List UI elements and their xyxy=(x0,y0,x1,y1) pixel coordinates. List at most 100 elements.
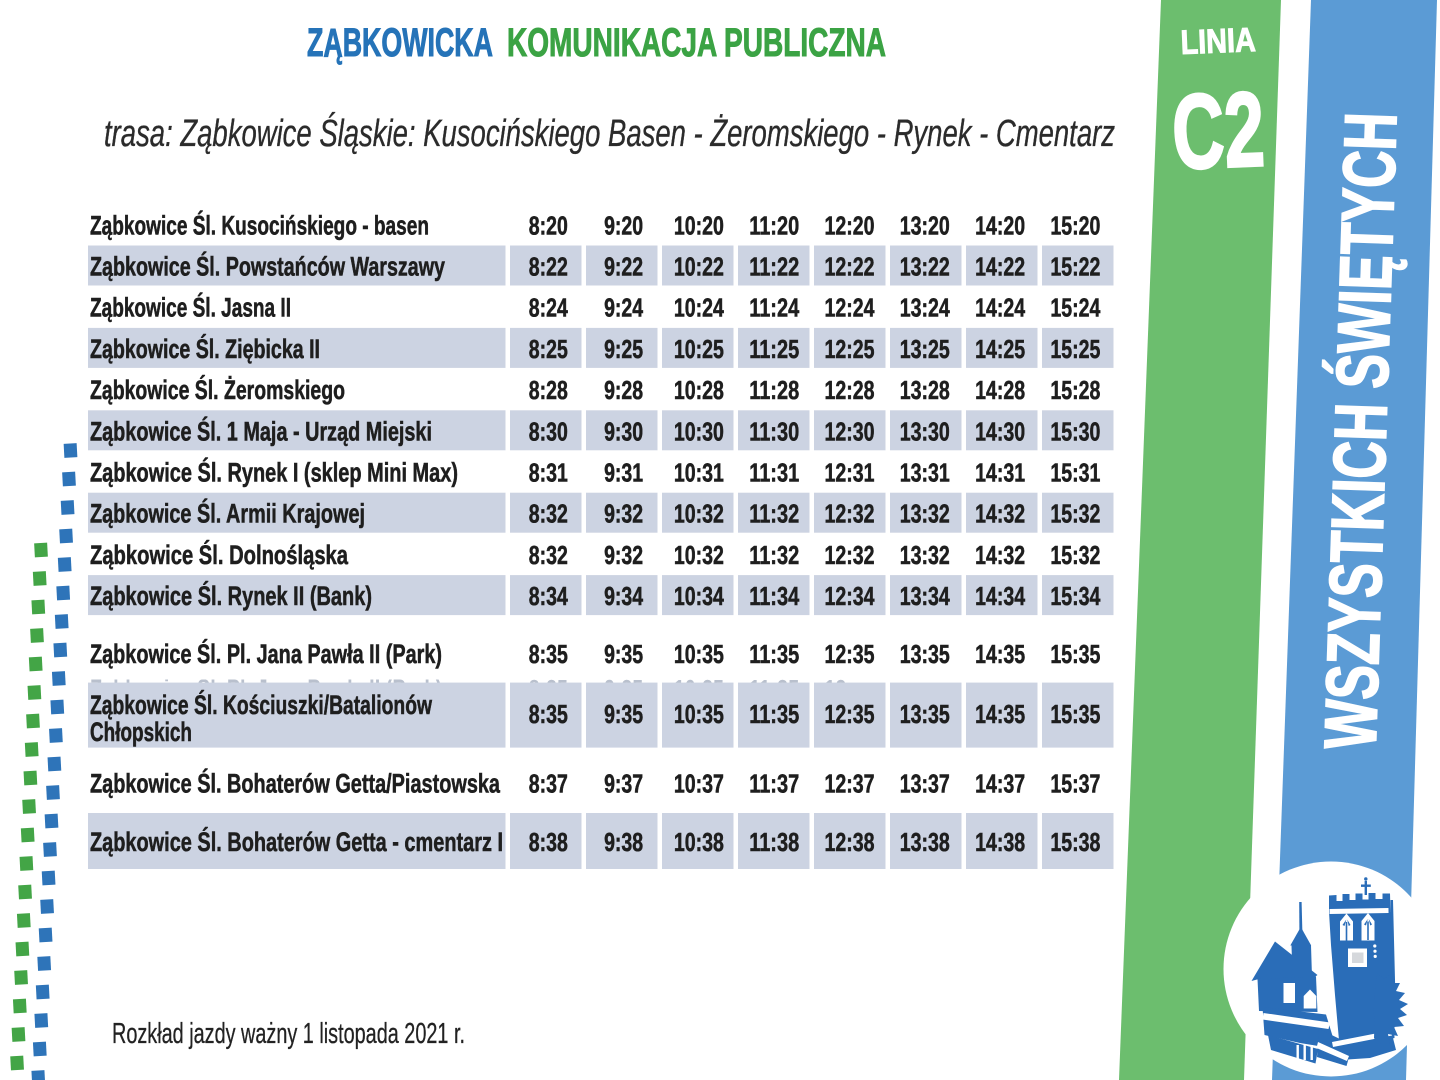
svg-text:12:35: 12:35 xyxy=(825,639,875,669)
svg-text:11:37: 11:37 xyxy=(749,769,799,799)
svg-text:14:32: 14:32 xyxy=(975,540,1025,570)
svg-text:9:25: 9:25 xyxy=(604,334,643,364)
svg-text:9:31: 9:31 xyxy=(604,458,643,488)
svg-text:9:22: 9:22 xyxy=(604,252,643,282)
svg-text:9:34: 9:34 xyxy=(604,581,643,611)
svg-text:12:37: 12:37 xyxy=(825,769,875,799)
svg-text:C2: C2 xyxy=(1170,70,1267,192)
svg-text:15:34: 15:34 xyxy=(1050,581,1100,611)
svg-text:9:32: 9:32 xyxy=(604,540,643,570)
svg-text:9:32: 9:32 xyxy=(604,499,643,529)
svg-text:11:22: 11:22 xyxy=(749,252,799,282)
svg-text:12:30: 12:30 xyxy=(825,416,875,446)
svg-text:12:35: 12:35 xyxy=(825,699,875,729)
svg-text:Ząbkowice Śl. Dolnośląska: Ząbkowice Śl. Dolnośląska xyxy=(90,539,349,570)
svg-text:Chłopskich: Chłopskich xyxy=(90,717,192,747)
svg-text:14:38: 14:38 xyxy=(975,827,1025,857)
svg-text:12:25: 12:25 xyxy=(825,334,875,364)
svg-text:11:24: 11:24 xyxy=(749,293,799,323)
svg-text:Ząbkowice Śl. Pl. Jana Pawła I: Ząbkowice Śl. Pl. Jana Pawła II (Park) xyxy=(90,673,442,704)
svg-text:Ząbkowice Śl. Rynek II (Bank): Ząbkowice Śl. Rynek II (Bank) xyxy=(90,580,372,611)
svg-text:15:32: 15:32 xyxy=(1050,499,1100,529)
svg-text:12:31: 12:31 xyxy=(825,458,875,488)
svg-text:ZĄBKOWICKA: ZĄBKOWICKA xyxy=(307,21,493,65)
svg-text:Ząbkowice Śl. Żeromskiego: Ząbkowice Śl. Żeromskiego xyxy=(90,374,345,405)
svg-text:8:24: 8:24 xyxy=(529,293,568,323)
svg-text:13:32: 13:32 xyxy=(900,499,950,529)
svg-text:8:20: 8:20 xyxy=(529,210,568,240)
svg-text:8:35: 8:35 xyxy=(529,639,568,669)
svg-text:15:20: 15:20 xyxy=(1050,210,1100,240)
svg-text:10:30: 10:30 xyxy=(674,416,724,446)
svg-text:8:34: 8:34 xyxy=(529,581,568,611)
svg-text:14:25: 14:25 xyxy=(975,334,1025,364)
svg-text:8:35: 8:35 xyxy=(529,674,568,704)
svg-text:10:32: 10:32 xyxy=(674,499,724,529)
svg-text:11:28: 11:28 xyxy=(749,375,799,405)
svg-text:10:24: 10:24 xyxy=(674,293,724,323)
svg-text:10:22: 10:22 xyxy=(674,252,724,282)
svg-text:8:35: 8:35 xyxy=(529,699,568,729)
svg-text:13:32: 13:32 xyxy=(900,540,950,570)
svg-text:Ząbkowice Śl. Bohaterów Getta: Ząbkowice Śl. Bohaterów Getta - cmentarz… xyxy=(90,826,503,857)
svg-text:9:20: 9:20 xyxy=(604,210,643,240)
svg-text:11:34: 11:34 xyxy=(749,581,799,611)
svg-text:11:35: 11:35 xyxy=(749,639,799,669)
svg-text:LINIA: LINIA xyxy=(1180,21,1256,62)
svg-text:10:35: 10:35 xyxy=(674,674,724,704)
svg-text:15:37: 15:37 xyxy=(1050,769,1100,799)
svg-text:13:35: 13:35 xyxy=(900,699,950,729)
svg-text:Ząbkowice Śl. Rynek I (sklep M: Ząbkowice Śl. Rynek I (sklep Mini Max) xyxy=(90,457,458,488)
svg-text:10:35: 10:35 xyxy=(674,639,724,669)
svg-text:15:38: 15:38 xyxy=(1050,827,1100,857)
svg-text:10:34: 10:34 xyxy=(674,581,724,611)
svg-text:9:37: 9:37 xyxy=(604,769,643,799)
svg-text:13:20: 13:20 xyxy=(900,210,950,240)
svg-text:11:30: 11:30 xyxy=(749,416,799,446)
svg-text:12:28: 12:28 xyxy=(825,375,875,405)
svg-text:14:30: 14:30 xyxy=(975,416,1025,446)
svg-text:8:25: 8:25 xyxy=(529,334,568,364)
svg-text:Ząbkowice Śl. 1 Maja - Urząd M: Ząbkowice Śl. 1 Maja - Urząd Miejski xyxy=(90,415,432,446)
svg-text:14:32: 14:32 xyxy=(975,499,1025,529)
svg-text:11:38: 11:38 xyxy=(749,827,799,857)
svg-text:11:25: 11:25 xyxy=(749,334,799,364)
svg-text:15:24: 15:24 xyxy=(1050,293,1100,323)
svg-text:9:35: 9:35 xyxy=(604,699,643,729)
svg-text:8:31: 8:31 xyxy=(529,458,568,488)
svg-text:KOMUNIKACJA PUBLICZNA: KOMUNIKACJA PUBLICZNA xyxy=(507,21,886,65)
svg-text:10:32: 10:32 xyxy=(674,540,724,570)
svg-text:13:24: 13:24 xyxy=(900,293,950,323)
svg-text:10:28: 10:28 xyxy=(674,375,724,405)
svg-text:13:25: 13:25 xyxy=(900,334,950,364)
svg-text:14:35: 14:35 xyxy=(975,639,1025,669)
svg-text:13:30: 13:30 xyxy=(900,416,950,446)
svg-text:14:20: 14:20 xyxy=(975,210,1025,240)
svg-text:10:37: 10:37 xyxy=(674,769,724,799)
svg-text:10:20: 10:20 xyxy=(674,210,724,240)
svg-text:Ząbkowice Śl. Kościuszki/Batal: Ząbkowice Śl. Kościuszki/Batalionów xyxy=(90,689,433,720)
svg-text:11:31: 11:31 xyxy=(749,458,799,488)
svg-text:12:38: 12:38 xyxy=(825,827,875,857)
svg-text:11:20: 11:20 xyxy=(749,210,799,240)
svg-text:13:22: 13:22 xyxy=(900,252,950,282)
svg-text:8:22: 8:22 xyxy=(529,252,568,282)
svg-text:13:37: 13:37 xyxy=(900,769,950,799)
svg-text:11:35: 11:35 xyxy=(749,674,799,704)
svg-text:15:30: 15:30 xyxy=(1050,416,1100,446)
svg-text:14:22: 14:22 xyxy=(975,252,1025,282)
svg-text:14:34: 14:34 xyxy=(975,581,1025,611)
svg-text:15:31: 15:31 xyxy=(1050,458,1100,488)
svg-text:14:31: 14:31 xyxy=(975,458,1025,488)
svg-text:9:28: 9:28 xyxy=(604,375,643,405)
svg-text:8:38: 8:38 xyxy=(529,827,568,857)
svg-text:11:32: 11:32 xyxy=(749,499,799,529)
svg-text:12:32: 12:32 xyxy=(825,499,875,529)
svg-text:8:28: 8:28 xyxy=(529,375,568,405)
svg-text:12:22: 12:22 xyxy=(825,252,875,282)
svg-text:14:35: 14:35 xyxy=(975,699,1025,729)
svg-text:Ząbkowice Śl. Armii Krajowej: Ząbkowice Śl. Armii Krajowej xyxy=(90,498,365,529)
svg-text:14:37: 14:37 xyxy=(975,769,1025,799)
svg-text:8:30: 8:30 xyxy=(529,416,568,446)
svg-text:14:28: 14:28 xyxy=(975,375,1025,405)
